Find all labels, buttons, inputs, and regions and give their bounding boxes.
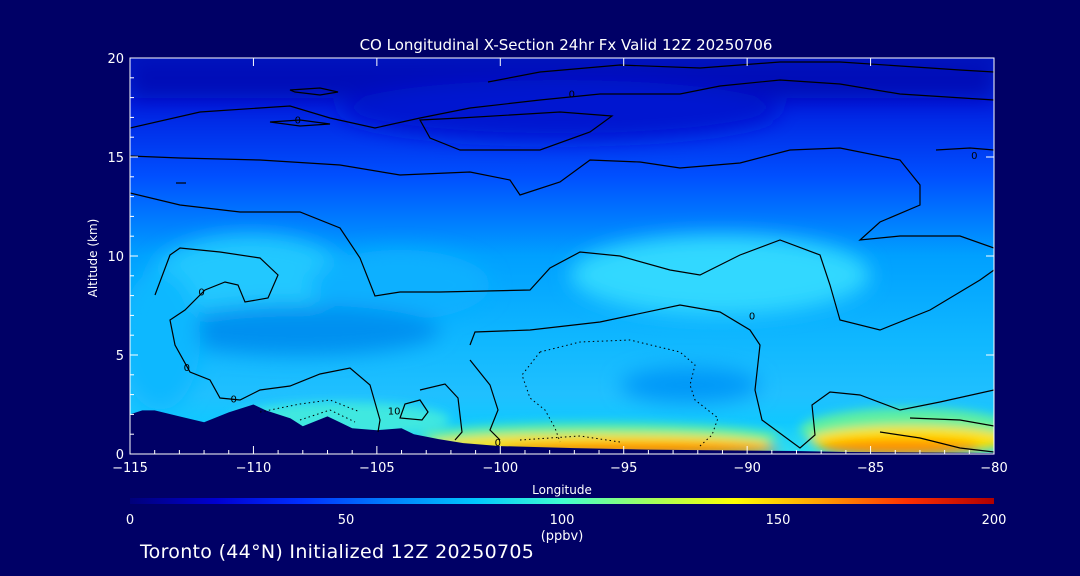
mid-light-blob-2	[570, 235, 870, 315]
colorbar-tick-label: 150	[766, 513, 791, 528]
contour-label: 0	[230, 395, 236, 406]
footer-text: Toronto (44°N) Initialized 12Z 20250705	[140, 541, 535, 563]
colorbar-tick-label: 50	[338, 513, 355, 528]
contour-label: 0	[971, 151, 977, 162]
terrain	[130, 404, 994, 454]
mid-light-blob-1	[150, 235, 350, 325]
colorbar	[130, 498, 994, 504]
x-tick-label: −115	[112, 461, 148, 476]
contour-label: 10	[388, 406, 401, 417]
contour-labels: 0 0 0 0 10 0 0 0 0	[184, 90, 978, 449]
y-tick-label: 15	[107, 151, 124, 166]
mid-light-blob-3	[310, 250, 490, 320]
y-tick-label: 10	[107, 250, 124, 265]
colorbar-tick-label: 0	[126, 513, 134, 528]
contour-small-1	[289, 87, 339, 96]
contour-label: 0	[295, 115, 301, 126]
left-light-blob	[130, 270, 200, 410]
x-tick-label: −95	[610, 461, 637, 476]
chart-title: CO Longitudinal X-Section 24hr Fx Valid …	[360, 36, 773, 54]
colorbar-tick-label: 100	[550, 513, 575, 528]
contour-upper-3	[419, 111, 614, 151]
dotted-contour-2	[521, 351, 561, 443]
co-field: 0 0 0 0 10 0 0 0 0	[130, 58, 994, 454]
x-tick-label: −90	[733, 461, 760, 476]
y-axis-label: Altitude (km)	[86, 219, 100, 298]
contour-low-loop	[399, 399, 429, 421]
contour-right-2	[879, 431, 994, 453]
contour-left-loop	[154, 247, 381, 433]
x-axis-label: Longitude	[532, 483, 592, 497]
contour-label: 0	[749, 311, 755, 322]
contour-lines	[130, 61, 994, 453]
contour-upper-4	[935, 147, 994, 151]
upper-dark-blob	[340, 80, 780, 140]
x-tick-label: −110	[236, 461, 272, 476]
y-tick-label: 5	[116, 349, 124, 364]
colorbar-axis: 0 50 100 150 200	[126, 513, 1007, 528]
y-axis: 0 5 10 15 20	[107, 52, 994, 463]
mid-dark-blob-2	[620, 367, 760, 403]
dotted-contours	[259, 339, 719, 447]
x-tick-label: −100	[482, 461, 518, 476]
contour-label: 0	[569, 90, 575, 101]
contour-label: 0	[495, 438, 501, 449]
x-tick-label: −85	[857, 461, 884, 476]
colorbar-tick-label: 200	[982, 513, 1007, 528]
y-tick-label: 20	[107, 52, 124, 67]
contour-mid-1	[130, 192, 994, 331]
x-tick-label: −105	[359, 461, 395, 476]
x-axis: −115 −110 −105 −100 −95 −90 −85 −80	[112, 58, 1008, 476]
contour-right-1	[909, 417, 994, 427]
contour-low-2	[419, 383, 463, 441]
colorbar-label: (ppbv)	[541, 529, 584, 544]
dotted-contour-4	[299, 409, 356, 423]
y-tick-label: 0	[116, 448, 124, 463]
contour-upper-2	[130, 147, 994, 249]
contour-upper-1	[130, 79, 994, 129]
contour-small-2	[269, 119, 331, 127]
contour-mid-2	[469, 304, 994, 449]
contour-label: 0	[184, 363, 190, 374]
contour-top	[487, 61, 994, 83]
contour-mid-3	[469, 359, 501, 441]
contour-label: 0	[198, 288, 204, 299]
x-tick-label: −80	[980, 461, 1007, 476]
mid-dark-blob-1	[160, 305, 440, 355]
